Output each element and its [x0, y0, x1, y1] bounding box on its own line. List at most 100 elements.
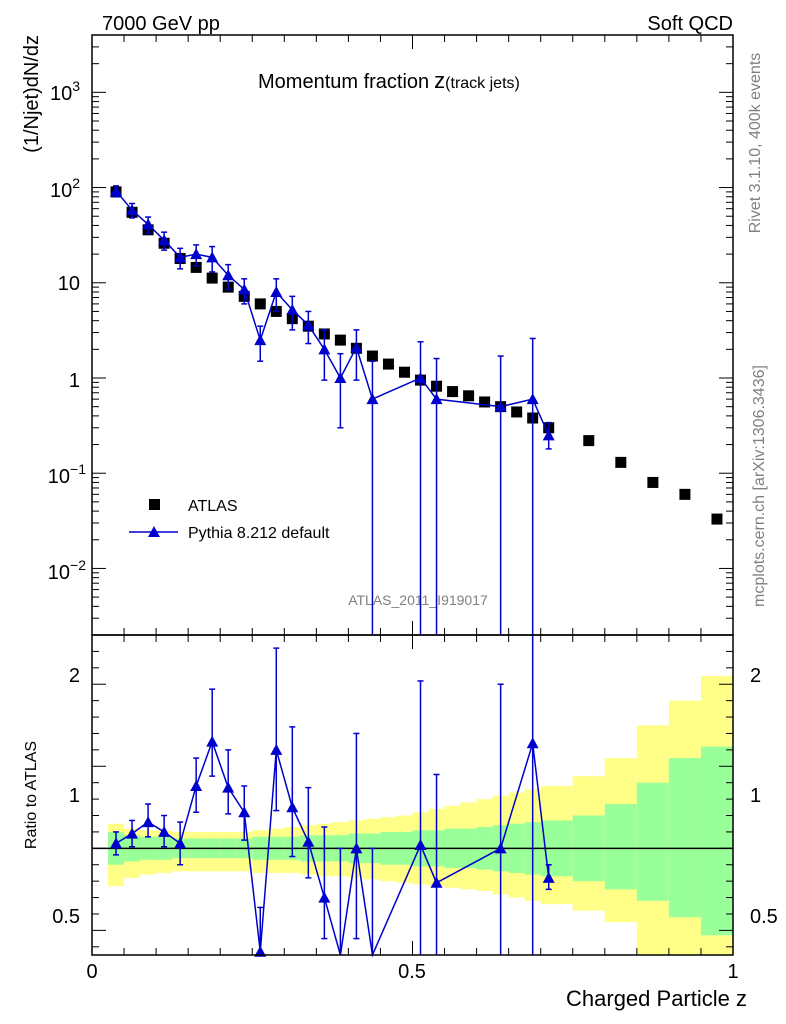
- atlas-point: [647, 476, 659, 488]
- pythia-point: [142, 218, 155, 230]
- header-left: 7000 GeV pp: [102, 13, 220, 35]
- mcplots-label: mcplots.cern.ch [arXiv:1306.3436]: [751, 365, 768, 607]
- main-frame: [91, 34, 734, 636]
- legend: ATLAS Pythia 8.212 default: [129, 498, 330, 542]
- ratio-point: [542, 871, 555, 883]
- watermark: ATLAS_2011_I919017: [348, 592, 488, 608]
- chart-title: Momentum fraction z(track jets): [258, 68, 520, 93]
- pythia-point: [494, 400, 507, 412]
- ratio-tick-2-right: 2: [750, 665, 761, 687]
- atlas-point: [366, 350, 378, 362]
- ratio-axis-title: Ratio to ATLAS: [23, 741, 40, 849]
- pythia-point: [110, 185, 123, 197]
- atlas-point: [463, 390, 475, 402]
- ratio-tick-2-left: 2: [69, 665, 80, 687]
- ratio-point: [526, 737, 539, 749]
- ratio-tick-05-left: 0.5: [52, 906, 80, 928]
- y-axis-title: (1/Njet)dN/dz: [21, 35, 43, 153]
- ratio-point: [318, 891, 331, 903]
- legend-atlas-label: ATLAS: [188, 498, 238, 515]
- pythia-point: [254, 334, 267, 346]
- band-green: [700, 746, 733, 936]
- ytick-1: 1: [69, 370, 80, 392]
- pythia-point: [174, 251, 187, 263]
- pythia-point: [526, 393, 539, 405]
- pythia-point: [158, 234, 171, 246]
- ratio-point: [238, 806, 251, 818]
- ratio-point: [174, 837, 187, 849]
- xtick-0.5: 0.5: [398, 961, 426, 983]
- header-right: Soft QCD: [647, 13, 733, 35]
- ytick-1000: 103: [50, 78, 80, 105]
- ratio-point: [222, 781, 235, 793]
- legend-atlas-marker: [149, 499, 160, 510]
- main-panel-marks: [110, 185, 723, 635]
- band-green: [668, 758, 701, 918]
- axis-ticks: [91, 34, 734, 955]
- ratio-point: [190, 779, 203, 791]
- ratio-point: [270, 743, 283, 755]
- atlas-point: [334, 334, 346, 346]
- ratio-point: [286, 801, 299, 813]
- pythia-point: [366, 393, 379, 405]
- pythia-point: [222, 269, 235, 281]
- ratio-point: [206, 735, 219, 747]
- chart-title-text: Momentum fraction: [258, 71, 429, 93]
- band-green: [604, 804, 637, 890]
- atlas-point: [679, 488, 691, 500]
- xtick-0: 0: [86, 961, 97, 983]
- atlas-point: [511, 406, 523, 418]
- pythia-point: [206, 251, 219, 263]
- atlas-point: [398, 366, 410, 378]
- pythia-line: [115, 190, 550, 436]
- atlas-point: [206, 272, 218, 284]
- ratio-point: [254, 945, 267, 957]
- atlas-point: [711, 513, 723, 525]
- ratio-tick-05-right: 0.5: [750, 906, 778, 928]
- band-green: [636, 782, 669, 901]
- ratio-point: [126, 827, 139, 839]
- xtick-1: 1: [727, 961, 738, 983]
- ratio-point: [158, 825, 171, 837]
- ratio-point: [110, 837, 123, 849]
- atlas-point: [254, 298, 266, 310]
- rivet-label: Rivet 3.1.10, 400k events: [747, 53, 764, 234]
- pythia-point: [286, 303, 299, 315]
- ytick-10: 10: [58, 273, 80, 295]
- ratio-point: [302, 835, 315, 847]
- atlas-point: [583, 435, 595, 447]
- ratio-tick-1-right: 1: [750, 785, 761, 807]
- atlas-point: [190, 261, 202, 273]
- pythia-point: [430, 393, 443, 405]
- ytick-100: 102: [50, 175, 80, 202]
- pythia-point: [190, 248, 203, 260]
- ratio-point: [414, 839, 427, 851]
- pythia-point: [270, 286, 283, 298]
- ratio-line: [115, 739, 550, 958]
- chart-title-symbol: z: [434, 68, 445, 93]
- ratio-tick-1-left: 1: [69, 785, 80, 807]
- pythia-point: [414, 371, 427, 383]
- pythia-point: [542, 429, 555, 441]
- atlas-point: [615, 456, 627, 468]
- atlas-point: [447, 386, 459, 398]
- ratio-point: [350, 842, 363, 854]
- ratio-panel-marks: [92, 635, 733, 958]
- atlas-point: [479, 396, 491, 408]
- ytick-0.01: 10−2: [48, 557, 86, 584]
- legend-pythia-marker: [148, 526, 160, 537]
- chart-title-subscript: (track jets): [445, 75, 520, 92]
- ratio-point: [430, 876, 443, 888]
- x-axis-title: Charged Particle z: [566, 986, 747, 1011]
- legend-pythia-label: Pythia 8.212 default: [188, 525, 330, 542]
- ratio-point: [494, 842, 507, 854]
- pythia-point: [238, 283, 251, 295]
- pythia-point: [318, 343, 331, 355]
- atlas-point: [382, 358, 394, 370]
- pythia-point: [334, 371, 347, 383]
- ratio-point: [142, 816, 155, 828]
- pythia-point: [126, 204, 139, 216]
- pythia-point: [302, 319, 315, 331]
- ytick-0.1: 10−1: [48, 461, 86, 488]
